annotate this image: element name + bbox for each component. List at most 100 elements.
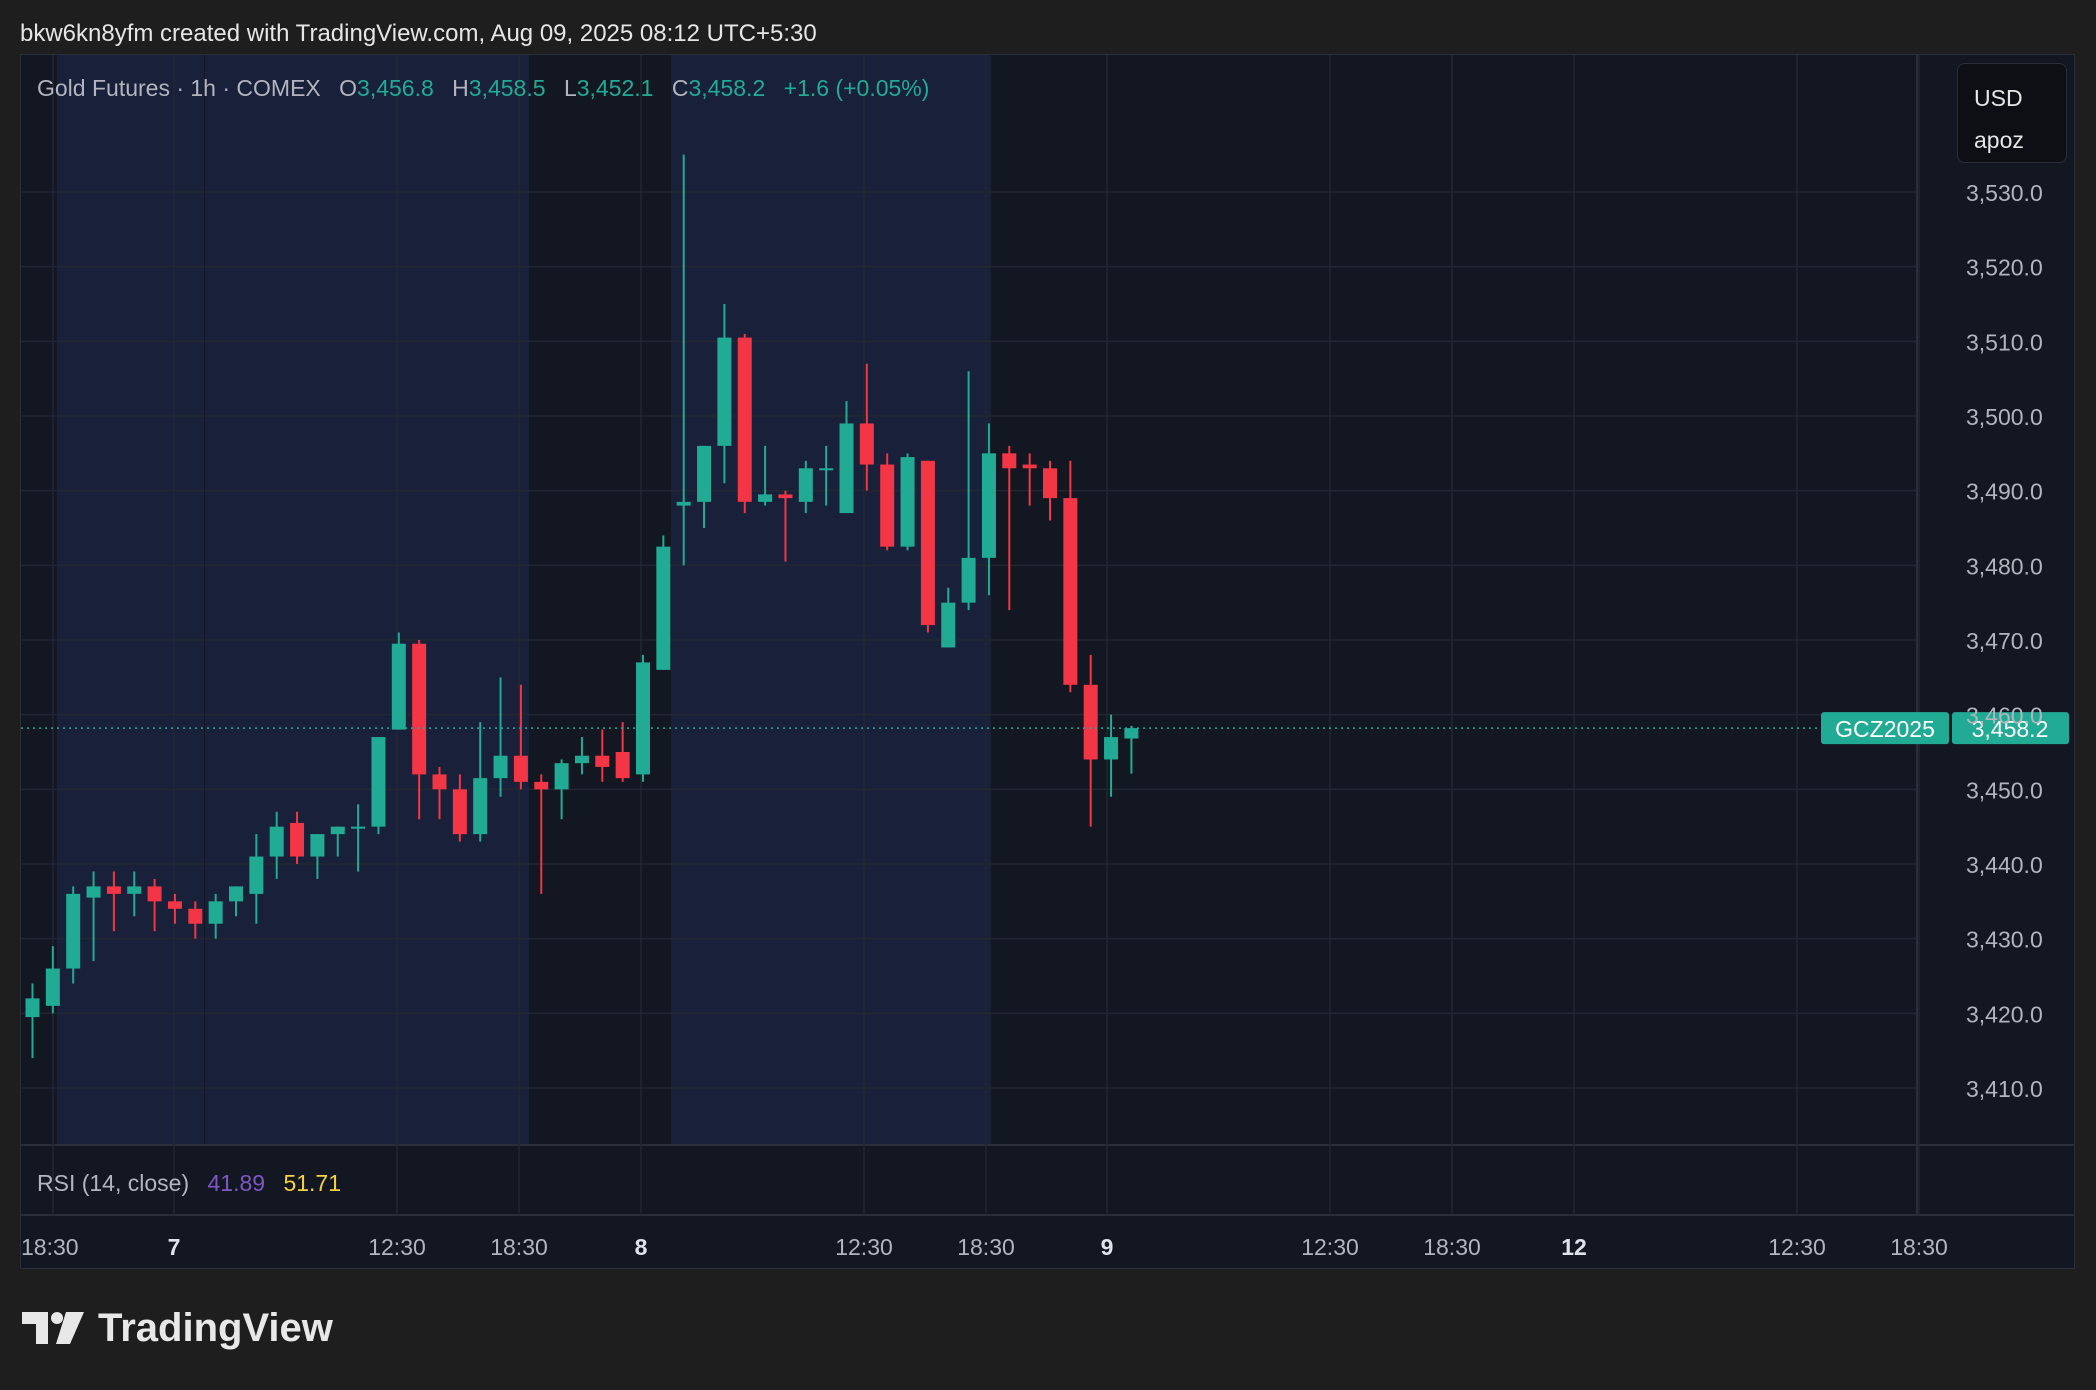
candle[interactable]: [432, 766, 447, 820]
candle[interactable]: [1043, 460, 1057, 521]
change-value: +1.6 (+0.05%): [783, 75, 930, 101]
symbol-title[interactable]: Gold Futures · 1h · COMEX: [37, 75, 321, 101]
x-tick-label[interactable]: 18:30: [1890, 1234, 1948, 1260]
candle-body: [961, 557, 976, 603]
chart-frame[interactable]: GCZ2025 3,458.2 3,410.0 3,420.0 3,430.0 3,44…: [20, 54, 2075, 1269]
candle[interactable]: [717, 304, 732, 484]
x-tick-label[interactable]: 9: [1101, 1234, 1114, 1260]
candle[interactable]: [1124, 725, 1139, 774]
candle[interactable]: [513, 684, 528, 790]
unit-label[interactable]: apoz: [1974, 127, 2024, 153]
candle[interactable]: [86, 871, 101, 962]
rsi-legend[interactable]: RSI (14, close) 41.89 51.71: [37, 1170, 341, 1197]
candle-body: [127, 886, 142, 894]
x-tick-label[interactable]: 12:30: [1768, 1234, 1826, 1260]
x-tick-label[interactable]: 18:30: [1423, 1234, 1481, 1260]
tradingview-logo[interactable]: TradingView: [22, 1306, 333, 1350]
candle[interactable]: [147, 878, 162, 932]
x-tick-label[interactable]: 18:30: [490, 1234, 548, 1260]
candle[interactable]: [697, 445, 712, 528]
candle[interactable]: [676, 154, 691, 566]
y-tick-label[interactable]: 3,440.0: [1966, 852, 2043, 878]
candle[interactable]: [330, 826, 345, 857]
currency-label[interactable]: USD: [1974, 85, 2023, 111]
candle[interactable]: [859, 363, 874, 491]
candle[interactable]: [188, 901, 203, 939]
candle[interactable]: [473, 722, 488, 842]
candle[interactable]: [737, 333, 752, 514]
candle-body: [778, 494, 793, 499]
candle[interactable]: [1002, 445, 1017, 611]
candle-body: [595, 755, 610, 767]
candle[interactable]: [798, 460, 813, 514]
candle[interactable]: [391, 632, 406, 730]
y-tick-label[interactable]: 3,430.0: [1966, 927, 2043, 953]
candle[interactable]: [25, 983, 40, 1059]
y-tick-label[interactable]: 3,490.0: [1966, 479, 2043, 505]
candle[interactable]: [45, 946, 60, 1014]
y-tick-label[interactable]: 3,520.0: [1966, 255, 2043, 281]
candle[interactable]: [290, 811, 305, 864]
y-tick-label[interactable]: 3,470.0: [1966, 628, 2043, 654]
x-tick-label[interactable]: 12:30: [368, 1234, 426, 1260]
high-value: 3,458.5: [468, 75, 546, 101]
last-price-tag[interactable]: 3,458.2: [1952, 712, 2069, 745]
candle[interactable]: [778, 490, 793, 562]
symbol-legend[interactable]: Gold Futures · 1h · COMEX O3,456.8 H3,45…: [37, 75, 929, 102]
candle[interactable]: [758, 445, 773, 506]
candle[interactable]: [819, 445, 834, 506]
candle[interactable]: [1022, 453, 1037, 506]
candle[interactable]: [351, 804, 366, 872]
high-label: H: [452, 75, 469, 101]
candle[interactable]: [574, 737, 589, 775]
candle[interactable]: [941, 587, 956, 648]
candle[interactable]: [534, 774, 549, 894]
candle[interactable]: [900, 453, 915, 551]
x-tick-label[interactable]: 18:30: [957, 1234, 1015, 1260]
rsi-title[interactable]: RSI (14, close): [37, 1170, 190, 1196]
currency-unit-selector[interactable]: USD apoz: [1957, 63, 2067, 163]
y-tick-label[interactable]: 3,420.0: [1966, 1001, 2043, 1027]
candle[interactable]: [310, 834, 325, 879]
y-tick-label[interactable]: 3,480.0: [1966, 553, 2043, 579]
symbol-price-tag[interactable]: GCZ2025: [1821, 712, 1949, 745]
candle[interactable]: [839, 401, 854, 514]
candle[interactable]: [920, 460, 935, 633]
candle[interactable]: [66, 886, 81, 984]
candle[interactable]: [880, 453, 895, 551]
x-tick-label[interactable]: 12:30: [1301, 1234, 1359, 1260]
candle[interactable]: [595, 729, 610, 782]
candle[interactable]: [127, 871, 142, 917]
candle[interactable]: [981, 423, 996, 596]
x-tick-label[interactable]: 12: [1561, 1234, 1587, 1260]
candle[interactable]: [656, 535, 671, 670]
y-tick-label[interactable]: 3,500.0: [1966, 404, 2043, 430]
candle[interactable]: [371, 737, 386, 835]
candle[interactable]: [636, 654, 650, 782]
y-tick-label[interactable]: 3,410.0: [1966, 1076, 2043, 1102]
candle[interactable]: [554, 759, 569, 820]
candle[interactable]: [961, 371, 976, 611]
candle[interactable]: [1104, 714, 1119, 797]
candle[interactable]: [1083, 654, 1098, 827]
candle[interactable]: [493, 677, 508, 797]
candle[interactable]: [452, 774, 467, 842]
candle[interactable]: [412, 640, 427, 820]
price-chart[interactable]: GCZ2025 3,458.2 3,410.0 3,420.0 3,430.0 3,44…: [21, 55, 2075, 1269]
candle[interactable]: [1063, 460, 1078, 693]
x-tick-label[interactable]: 12:30: [835, 1234, 893, 1260]
y-tick-label[interactable]: 3,460.0: [1966, 703, 2043, 729]
y-tick-label[interactable]: 3,450.0: [1966, 777, 2043, 803]
x-tick-label[interactable]: 18:30: [21, 1234, 79, 1260]
candle[interactable]: [106, 871, 121, 932]
candle[interactable]: [167, 893, 182, 924]
x-tick-label[interactable]: 7: [168, 1234, 181, 1260]
candle[interactable]: [269, 811, 284, 879]
candle[interactable]: [249, 834, 264, 924]
candle[interactable]: [208, 893, 223, 939]
y-tick-label[interactable]: 3,530.0: [1966, 180, 2043, 206]
candle[interactable]: [229, 886, 243, 917]
candle[interactable]: [615, 722, 630, 782]
x-tick-label[interactable]: 8: [635, 1234, 648, 1260]
y-tick-label[interactable]: 3,510.0: [1966, 329, 2043, 355]
